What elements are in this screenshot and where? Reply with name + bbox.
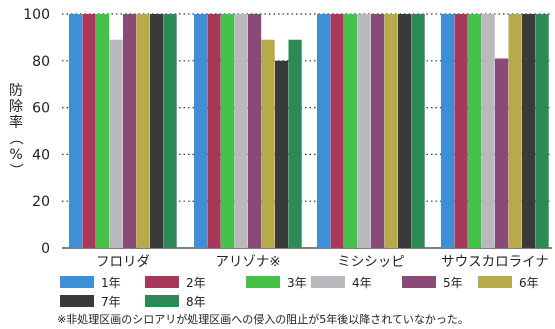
bar-4-5 xyxy=(495,58,509,249)
legend-label: 2年 xyxy=(186,275,206,290)
bar-1-4 xyxy=(109,39,123,248)
y-axis-label-char: 防 xyxy=(9,83,23,99)
bar-4-6 xyxy=(508,14,522,248)
legend-item: 5年 xyxy=(402,274,463,290)
y-tick-label: 20 xyxy=(32,194,50,210)
y-tick-label: 100 xyxy=(23,7,50,23)
legend-item: 1年 xyxy=(60,274,121,290)
bar-4-2 xyxy=(454,14,468,248)
bar-3-1 xyxy=(317,14,331,248)
bar-1-5 xyxy=(123,14,137,248)
bar-2-2 xyxy=(207,14,221,248)
bar-2-6 xyxy=(261,39,275,248)
legend-item: 8年 xyxy=(145,293,206,309)
legend-label: 6年 xyxy=(519,275,539,290)
y-axis-label-char: % xyxy=(9,147,22,163)
y-tick-label: 60 xyxy=(32,101,50,117)
y-axis-label: 防除率（%） xyxy=(7,83,23,177)
legend-swatch xyxy=(60,276,94,288)
legend-item: 6年 xyxy=(478,274,539,290)
x-tick-label: ミシシッピ xyxy=(337,254,405,270)
legend-swatch xyxy=(145,295,179,307)
bar-1-6 xyxy=(136,14,150,248)
bar-4-8 xyxy=(535,14,549,248)
bar-1-8 xyxy=(163,14,177,248)
y-axis-label-char: （ xyxy=(7,131,23,145)
bar-1-2 xyxy=(82,14,96,248)
bar-4-1 xyxy=(441,14,455,248)
bar-1-1 xyxy=(69,14,83,248)
legend-label: 1年 xyxy=(101,275,121,290)
bar-2-4 xyxy=(234,14,248,248)
legend-item: 2年 xyxy=(145,274,206,290)
legend: 1年 2年 3年 4年 5年 6年 7年 8年 xyxy=(60,274,555,309)
bar-3-2 xyxy=(330,14,344,248)
legend-item: 7年 xyxy=(60,293,121,309)
legend-label: 3年 xyxy=(287,275,307,290)
legend-swatch xyxy=(246,276,280,288)
bar-1-7 xyxy=(150,14,164,248)
legend-swatch xyxy=(145,276,179,288)
bar-2-3 xyxy=(221,14,235,248)
bar-3-7 xyxy=(398,14,412,248)
footnote: ※非処理区画のシロアリが処理区画への侵入の阻止が5年後以降されていなかった。 xyxy=(57,313,469,326)
x-tick-label: サウスカロライナ xyxy=(441,254,549,270)
legend-label: 7年 xyxy=(101,294,121,309)
y-axis-label-char: 率 xyxy=(9,114,23,131)
legend-swatch xyxy=(402,276,436,288)
x-tick-labels: フロリダ アリゾナ※ ミシシッピ サウスカロライナ xyxy=(96,254,549,270)
bar-chart: 0 20 40 60 80 100 防除率（%） フロリダ アリゾナ※ ミシシッピ サウスカロラ… xyxy=(7,7,552,270)
legend-label: 8年 xyxy=(186,294,206,309)
bar-2-1 xyxy=(194,14,208,248)
y-tick-label: 80 xyxy=(32,54,50,70)
legend-item: 3年 xyxy=(246,274,307,290)
legend-item: 4年 xyxy=(311,274,372,290)
bar-2-8 xyxy=(288,39,302,248)
legend-swatch xyxy=(311,276,345,288)
legend-swatch xyxy=(60,295,94,307)
y-axis-label-char: 除 xyxy=(9,99,23,115)
bar-4-7 xyxy=(522,14,536,248)
bar-3-4 xyxy=(357,14,371,248)
bar-4-3 xyxy=(468,14,482,248)
bar-3-6 xyxy=(384,14,398,248)
bars xyxy=(69,14,549,249)
legend-swatch xyxy=(478,276,512,288)
bar-4-4 xyxy=(481,14,495,248)
y-tick-label: 0 xyxy=(41,241,50,257)
bar-3-8 xyxy=(411,14,425,248)
legend-label: 4年 xyxy=(352,275,372,290)
bar-3-3 xyxy=(344,14,358,248)
bar-3-5 xyxy=(371,14,385,248)
x-tick-label: フロリダ xyxy=(96,254,150,270)
y-tick-label: 40 xyxy=(32,147,50,163)
y-tick-labels: 0 20 40 60 80 100 xyxy=(23,7,50,257)
bar-2-5 xyxy=(248,14,262,248)
bar-1-3 xyxy=(96,14,110,248)
legend-label: 5年 xyxy=(443,275,463,290)
y-axis-label-char: ） xyxy=(7,163,23,177)
x-tick-label: アリゾナ※ xyxy=(215,254,280,270)
bar-2-7 xyxy=(275,60,289,248)
